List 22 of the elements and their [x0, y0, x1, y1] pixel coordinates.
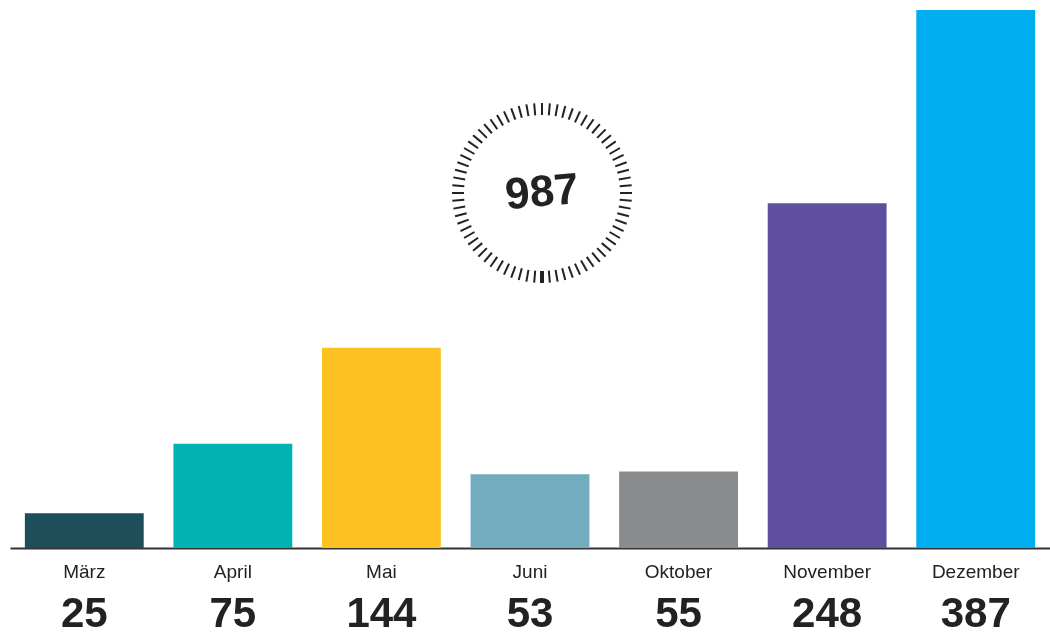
bar — [619, 471, 738, 548]
data-label: 25 — [60, 589, 108, 635]
x-tick-label: November — [783, 560, 872, 582]
data-label: 75 — [209, 589, 257, 635]
bar — [916, 10, 1036, 548]
bar — [470, 474, 590, 548]
bar — [767, 203, 887, 548]
bar — [24, 513, 144, 548]
annotation: 987 — [503, 162, 581, 219]
bar — [322, 347, 441, 548]
x-tick-label: Dezember — [931, 560, 1021, 582]
data-label: 53 — [506, 589, 554, 635]
data-label: 387 — [940, 589, 1011, 635]
bar — [173, 443, 293, 548]
x-tick-label: Juni — [512, 560, 548, 582]
x-tick-label: März — [63, 560, 106, 582]
x-tick-label: Oktober — [644, 560, 714, 582]
data-label: 55 — [655, 589, 702, 635]
x-tick-label: Mai — [366, 560, 397, 582]
data-label: 144 — [346, 589, 418, 635]
data-label: 248 — [792, 589, 863, 635]
x-tick-label: April — [213, 560, 252, 582]
